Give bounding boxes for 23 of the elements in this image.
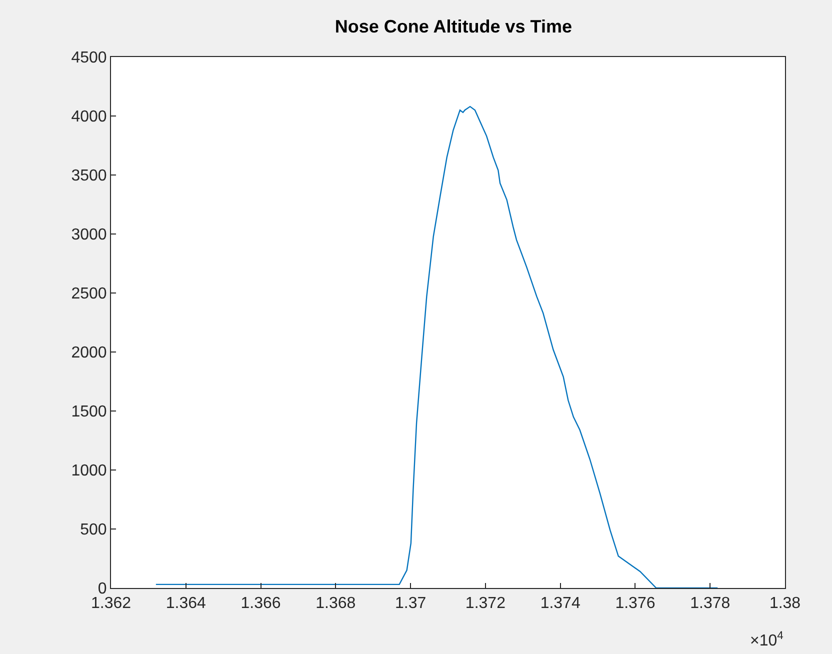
line-series: [155, 106, 718, 588]
x-tick-label: 1.368: [316, 595, 356, 612]
y-tick-label: 1000: [71, 462, 107, 480]
y-tick-label: 2000: [71, 344, 107, 362]
y-tick-label: 3500: [71, 168, 107, 185]
y-tick-label: 0: [98, 580, 107, 598]
y-tick-label: 1500: [71, 404, 107, 421]
text: ×10$^{4}$: [750, 630, 784, 650]
x-tick-label: 1.374: [540, 595, 580, 612]
chart-title: Nose Cone Altitude vs Time: [334, 16, 572, 36]
x-tick-label: 1.362: [90, 595, 132, 612]
x-tick-label: 1.376: [615, 595, 656, 612]
x-tick-label: 1.372: [465, 595, 506, 612]
x-tick-label: 1.364: [166, 595, 206, 612]
y-tick-label: 500: [80, 522, 107, 539]
x-tick-label: 1.38: [769, 595, 801, 612]
y-tick-label: 4500: [71, 50, 107, 67]
x-tick-label: 1.378: [690, 595, 730, 612]
y-tick-label: 4000: [71, 108, 107, 126]
x-tick-label: 1.366: [240, 595, 281, 612]
y-tick-label: 3000: [71, 226, 107, 244]
x-tick-label: 1.37: [394, 595, 426, 612]
y-tick-label: 2500: [71, 286, 107, 303]
